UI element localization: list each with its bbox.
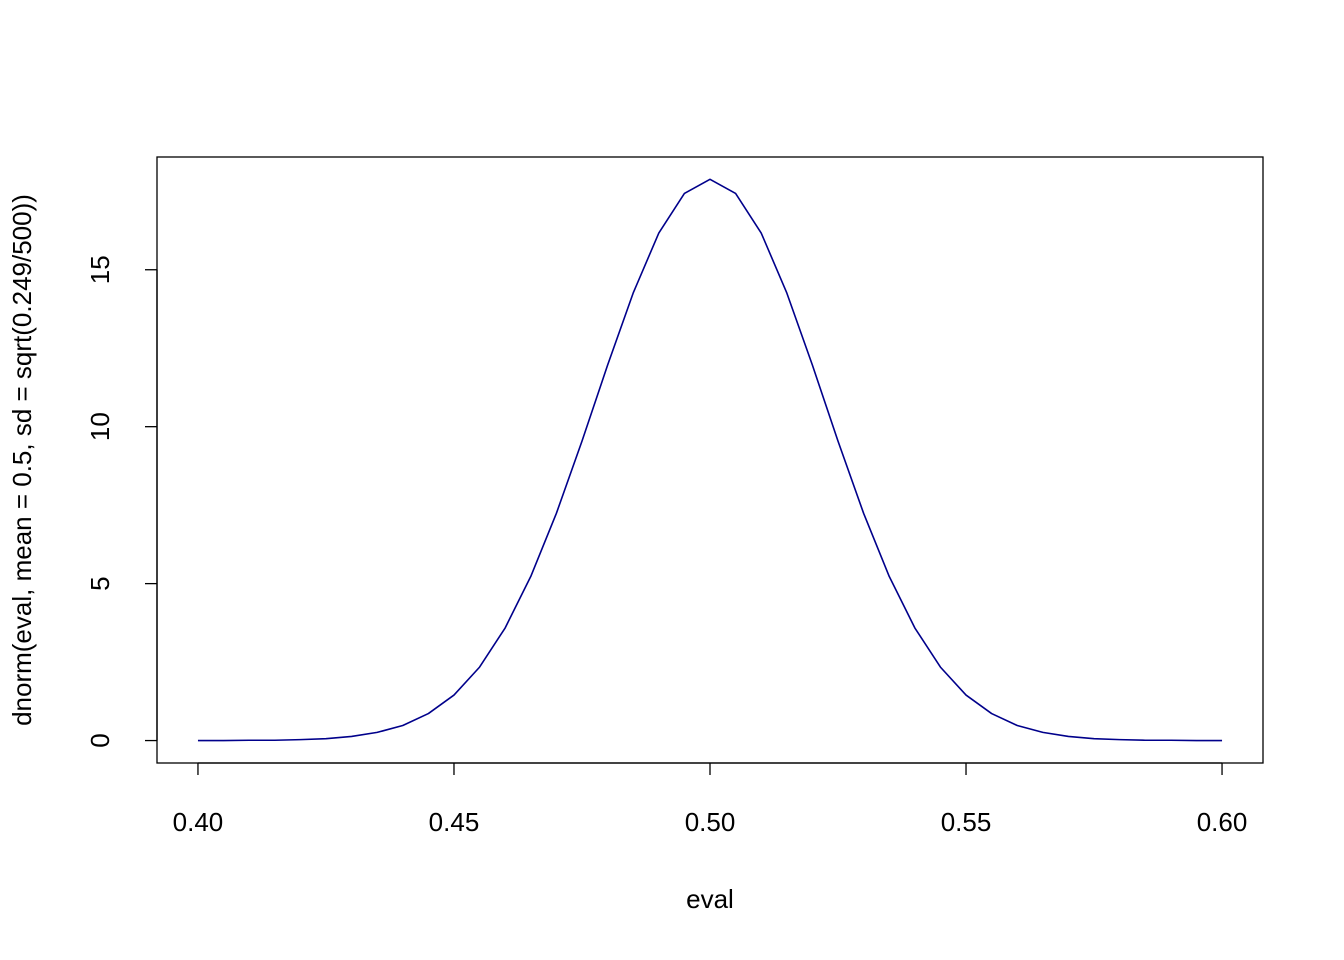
density-line (197, 178, 1223, 742)
x-axis-label: eval (686, 884, 734, 914)
plot-box (156, 156, 1264, 764)
x-tick-label: 0.50 (685, 807, 736, 837)
x-tick-label: 0.45 (429, 807, 480, 837)
y-tick-label: 0 (85, 733, 115, 747)
x-tick-label: 0.60 (1197, 807, 1248, 837)
x-tick-label: 0.40 (173, 807, 224, 837)
y-tick-label: 15 (85, 255, 115, 284)
y-tick-label: 10 (85, 412, 115, 441)
y-axis-label: dnorm(eval, mean = 0.5, sd = sqrt(0.249/… (7, 194, 37, 726)
x-tick-label: 0.55 (941, 807, 992, 837)
y-tick-label: 5 (85, 576, 115, 590)
